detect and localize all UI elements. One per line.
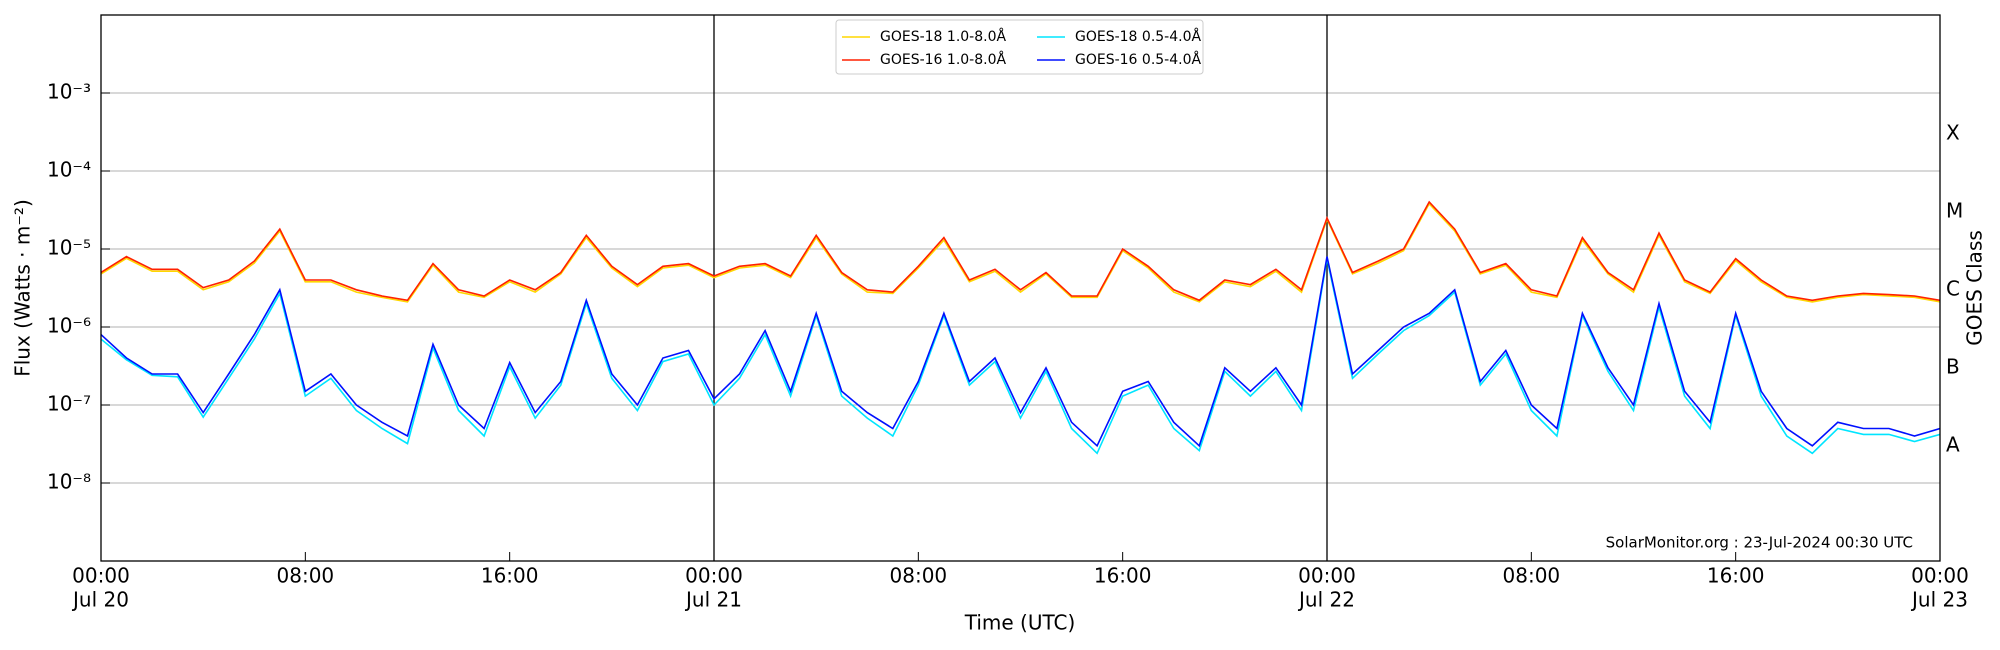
legend-box	[835, 19, 1204, 75]
y-tick-label: 10⁻⁴	[47, 158, 91, 182]
x-tick-label: 16:00	[1094, 564, 1152, 588]
y2-tick-label: A	[1946, 432, 1960, 456]
y-tick-label: 10⁻⁸	[47, 470, 91, 494]
y-tick-label: 10⁻³	[47, 80, 91, 104]
y2-tick-label: X	[1946, 120, 1960, 144]
x-tick-label: 08:00	[277, 564, 335, 588]
x-tick-label: Jul 23	[1910, 588, 1968, 612]
series-line	[101, 200, 1940, 302]
x-tick-label: 00:00	[1911, 564, 1969, 588]
x-tick-label: Jul 21	[684, 588, 742, 612]
legend-label: GOES-18 1.0-8.0Å	[880, 28, 1006, 45]
y-tick-label: 10⁻⁷	[47, 392, 91, 416]
y-tick-label: 10⁻⁵	[47, 236, 91, 260]
x-tick-label: 00:00	[685, 564, 743, 588]
y2-tick-label: C	[1946, 276, 1960, 300]
x-tick-label: 16:00	[481, 564, 539, 588]
series-line	[101, 256, 1940, 448]
x-axis-label: Time (UTC)	[964, 611, 1076, 635]
legend: GOES-18 1.0-8.0Å GOES-16 1.0-8.0Å GOES-18 …	[835, 19, 1204, 75]
legend-label: GOES-16 0.5-4.0Å	[1075, 51, 1201, 68]
plot-frame	[100, 14, 1941, 562]
series-line	[101, 258, 1940, 455]
legend-label: GOES-18 0.5-4.0Å	[1075, 28, 1201, 45]
y2-tick-label: M	[1946, 198, 1963, 222]
x-tick-label: 00:00	[72, 564, 130, 588]
x-tick-label: 00:00	[1298, 564, 1356, 588]
annotation: SolarMonitor.org : 23-Jul-2024 00:30 UTC	[1606, 534, 1913, 552]
x-tick-label: 08:00	[890, 564, 948, 588]
x-tick-label: 16:00	[1707, 564, 1765, 588]
legend-label: GOES-16 1.0-8.0Å	[880, 51, 1006, 68]
series-line	[101, 202, 1940, 303]
y-axis-label: Flux (Watts · m⁻²)	[11, 199, 35, 377]
x-tick-label: Jul 22	[1297, 588, 1355, 612]
x-tick-label: Jul 20	[71, 588, 129, 612]
y-tick-label: 10⁻⁶	[47, 314, 91, 338]
x-tick-label: 08:00	[1503, 564, 1561, 588]
y2-tick-label: B	[1946, 354, 1960, 378]
y2-axis-label: GOES Class	[1963, 230, 1987, 346]
